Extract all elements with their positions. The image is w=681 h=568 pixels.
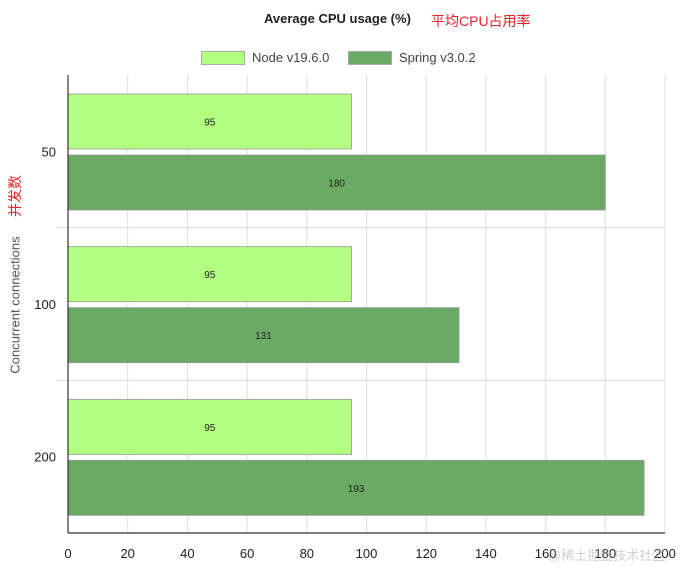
legend-label-node: Node v19.6.0 [252,50,330,65]
data-label-spring-100: 131 [255,331,272,342]
y-tick-label-200: 200 [34,450,56,465]
chart-title: Average CPU usage (%) [264,11,411,26]
bar-node-200 [67,398,352,455]
x-tick-label-180: 180 [594,546,616,561]
legend-swatch-spring [348,51,392,65]
bar-spring-50 [67,154,606,211]
y-tick-label-100: 100 [34,297,56,312]
y-axis-label: Concurrent connections [7,236,23,374]
legend-swatch-node [201,51,245,65]
legend: Node v19.6.0 Spring v3.0.2 [0,48,681,68]
x-tick-label-0: 0 [64,546,71,561]
y-tick-label-50: 50 [42,144,56,159]
chart-title-chinese: 平均CPU占用率 [431,13,531,29]
data-label-spring-50: 180 [328,179,345,190]
data-label-spring-200: 193 [348,484,365,495]
x-tick-label-140: 140 [475,546,497,561]
x-tick-label-60: 60 [240,546,254,561]
y-axis-label-chinese: 并发数 [7,175,23,217]
x-tick-label-20: 20 [120,546,134,561]
data-label-node-200: 95 [204,423,216,434]
x-tick-label-100: 100 [356,546,378,561]
data-label-node-50: 95 [204,118,216,129]
x-tick-label-160: 160 [535,546,557,561]
data-label-node-100: 95 [204,270,216,281]
watermark: @稀土掘金技术社区 [548,548,666,563]
bar-node-50 [67,93,352,150]
x-tick-label-200: 200 [654,546,676,561]
legend-label-spring: Spring v3.0.2 [399,50,476,65]
x-tick-label-120: 120 [415,546,437,561]
bar-spring-200 [67,459,645,516]
x-tick-label-40: 40 [180,546,194,561]
x-tick-label-80: 80 [300,546,314,561]
bar-spring-100 [67,307,460,364]
